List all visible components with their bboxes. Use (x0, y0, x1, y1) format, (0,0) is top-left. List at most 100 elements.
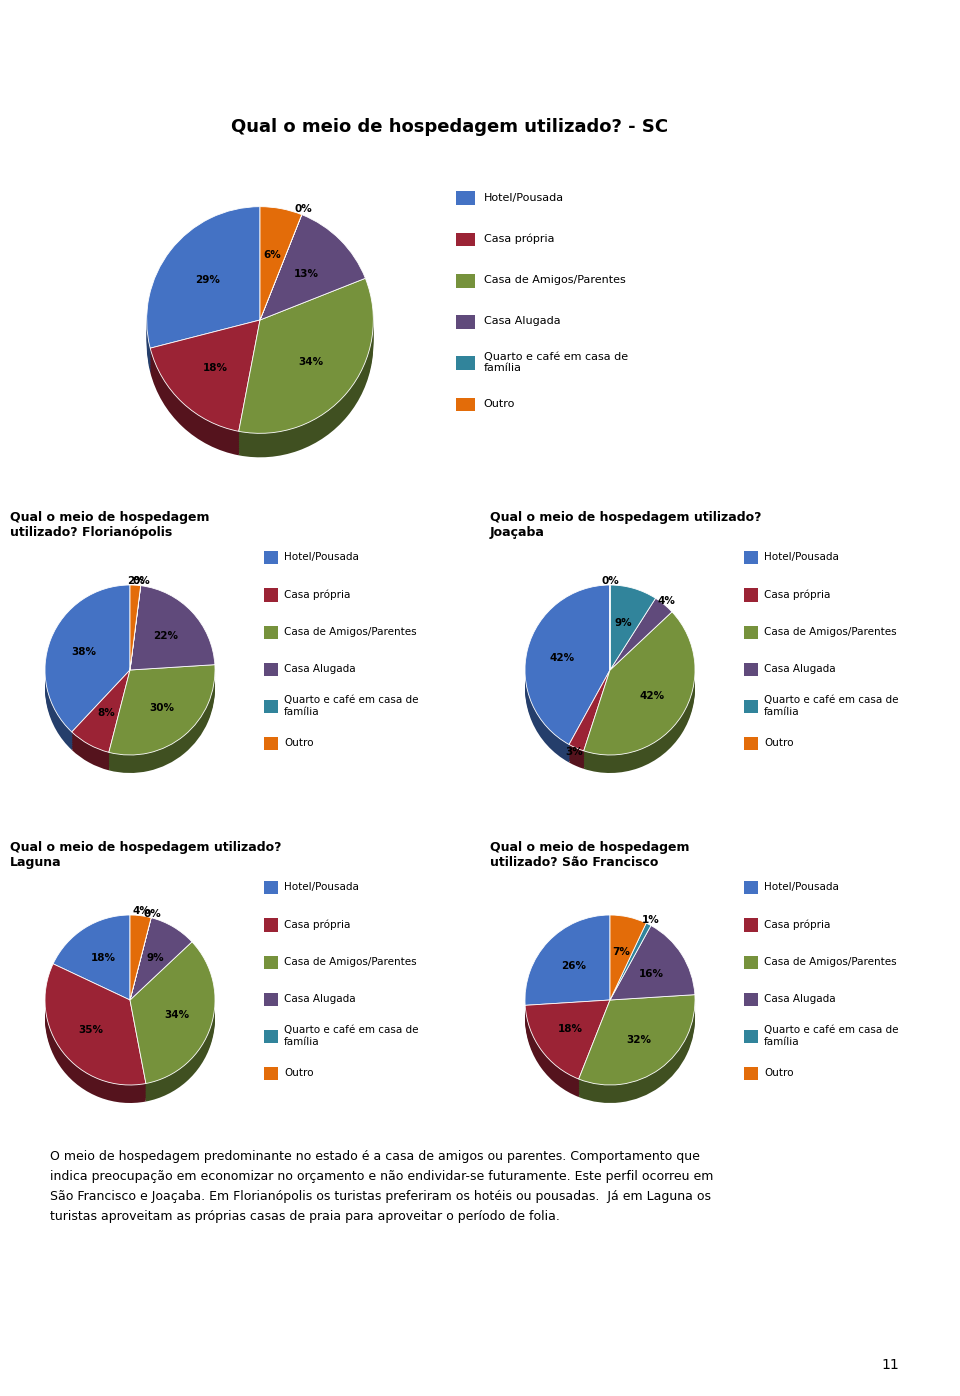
Text: 4%: 4% (658, 596, 676, 606)
Wedge shape (72, 681, 130, 764)
Wedge shape (610, 917, 646, 1002)
Wedge shape (72, 670, 130, 752)
Bar (264, 919, 278, 931)
Wedge shape (525, 1005, 610, 1085)
Wedge shape (610, 938, 651, 1015)
Wedge shape (130, 930, 192, 1012)
Wedge shape (130, 593, 141, 677)
Bar (744, 1030, 758, 1043)
Wedge shape (260, 226, 301, 332)
Wedge shape (584, 617, 695, 761)
Text: 0%: 0% (132, 577, 150, 586)
Wedge shape (108, 666, 215, 757)
Wedge shape (130, 914, 151, 1000)
Wedge shape (147, 209, 260, 350)
Wedge shape (610, 926, 646, 1011)
Wedge shape (610, 597, 656, 683)
Wedge shape (130, 920, 151, 1002)
Wedge shape (610, 941, 651, 1018)
Wedge shape (579, 1009, 695, 1100)
Wedge shape (130, 935, 151, 1018)
Wedge shape (130, 958, 215, 1100)
Text: 2%: 2% (127, 577, 144, 586)
Text: Quarto e café em casa de
família: Quarto e café em casa de família (284, 695, 419, 716)
Wedge shape (150, 339, 260, 451)
Wedge shape (130, 921, 192, 1004)
Wedge shape (610, 599, 672, 670)
Wedge shape (150, 320, 260, 431)
Wedge shape (130, 602, 141, 687)
Wedge shape (579, 1008, 695, 1097)
Wedge shape (610, 927, 646, 1012)
Wedge shape (610, 933, 646, 1018)
Bar (264, 663, 278, 676)
Wedge shape (569, 678, 610, 759)
Text: 3%: 3% (565, 747, 584, 757)
Wedge shape (610, 930, 695, 1004)
Bar (264, 551, 278, 564)
Wedge shape (45, 966, 146, 1087)
Wedge shape (150, 327, 260, 438)
Wedge shape (260, 229, 301, 342)
Wedge shape (72, 684, 130, 766)
Wedge shape (579, 1005, 695, 1096)
Text: 8%: 8% (97, 708, 115, 718)
Wedge shape (130, 602, 141, 687)
Text: Qual o meio de hospedagem
utilizado? São Francisco: Qual o meio de hospedagem utilizado? São… (490, 840, 689, 868)
Wedge shape (45, 599, 130, 747)
Wedge shape (108, 670, 215, 761)
Wedge shape (610, 924, 646, 1009)
Wedge shape (45, 969, 146, 1090)
Wedge shape (260, 239, 366, 343)
Wedge shape (130, 591, 141, 676)
Wedge shape (239, 281, 373, 436)
Bar (744, 919, 758, 931)
Text: 11: 11 (881, 1358, 899, 1372)
Wedge shape (108, 678, 215, 769)
Wedge shape (108, 676, 215, 766)
Wedge shape (239, 290, 373, 445)
Wedge shape (130, 591, 141, 676)
Wedge shape (130, 603, 215, 688)
Wedge shape (579, 1012, 695, 1103)
Wedge shape (610, 603, 672, 676)
Wedge shape (130, 934, 192, 1016)
Wedge shape (130, 945, 215, 1087)
Wedge shape (130, 593, 215, 677)
Wedge shape (569, 684, 610, 765)
Text: Outro: Outro (284, 738, 314, 748)
Bar (744, 551, 758, 564)
Text: Casa própria: Casa própria (484, 233, 554, 244)
Wedge shape (260, 216, 366, 322)
Text: 0%: 0% (601, 575, 619, 586)
Wedge shape (525, 926, 610, 1016)
Wedge shape (525, 1018, 610, 1097)
Wedge shape (525, 599, 610, 759)
Wedge shape (130, 599, 215, 683)
Wedge shape (579, 1002, 695, 1092)
Wedge shape (130, 923, 151, 1007)
Wedge shape (130, 923, 151, 1005)
Wedge shape (53, 924, 130, 1009)
Wedge shape (72, 687, 130, 769)
Wedge shape (260, 226, 301, 339)
Wedge shape (53, 914, 130, 1000)
Wedge shape (525, 591, 610, 750)
Wedge shape (130, 588, 141, 671)
Wedge shape (610, 942, 695, 1016)
Wedge shape (130, 920, 151, 1005)
Wedge shape (569, 683, 610, 764)
Wedge shape (108, 671, 215, 762)
Wedge shape (610, 613, 672, 684)
Text: Hotel/Pousada: Hotel/Pousada (764, 882, 839, 892)
Text: 29%: 29% (196, 275, 221, 285)
Text: 38%: 38% (72, 646, 97, 658)
Wedge shape (130, 931, 151, 1016)
Wedge shape (45, 591, 130, 737)
Text: Casa de Amigos/Parentes: Casa de Amigos/Parentes (764, 956, 897, 966)
Wedge shape (130, 920, 192, 1002)
Text: 7%: 7% (612, 946, 630, 956)
Wedge shape (610, 934, 695, 1009)
Wedge shape (45, 602, 130, 748)
Wedge shape (239, 303, 373, 458)
